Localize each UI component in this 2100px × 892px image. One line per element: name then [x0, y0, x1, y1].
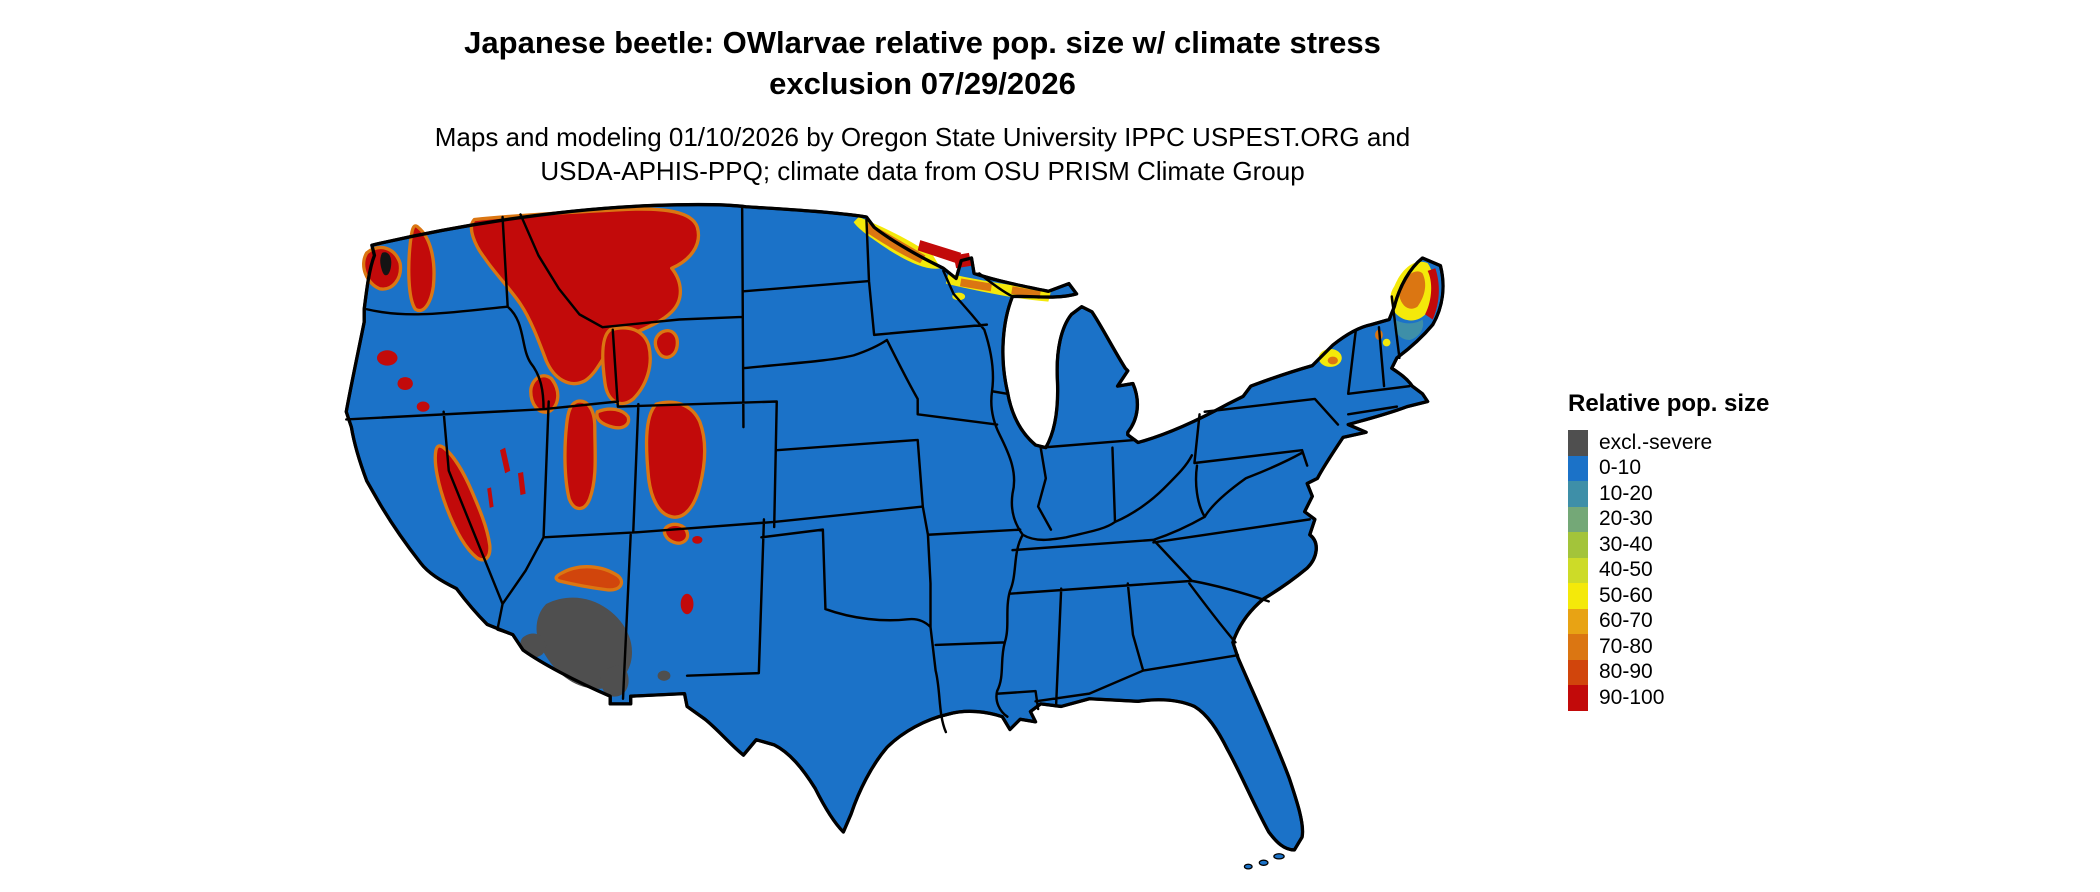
legend-swatch-40-50: [1568, 557, 1588, 583]
legend-item: 20-30: [1568, 506, 1769, 532]
legend-swatch-60-70: [1568, 608, 1588, 634]
legend-swatch-70-80: [1568, 634, 1588, 660]
legend-label: 40-50: [1599, 558, 1653, 582]
map-title-line1: Japanese beetle: OWlarvae relative pop. …: [464, 25, 1381, 60]
nevada-range-sliver-2: [517, 471, 526, 496]
maine-east-red: [1425, 268, 1439, 320]
legend-swatch-90-100: [1568, 685, 1588, 711]
legend-swatch-80-90: [1568, 659, 1588, 685]
legend-title: Relative pop. size: [1568, 390, 1770, 417]
uinta-red: [595, 407, 631, 430]
legend-label: 0-10: [1599, 456, 1642, 480]
mogollon-rim-band: [554, 565, 624, 592]
legend: Relative pop. size excl.-severe 0-10 10-…: [1568, 390, 1769, 711]
key-island: [1243, 863, 1253, 870]
legend-item: 70-80: [1568, 634, 1769, 660]
legend-label: 50-60: [1599, 583, 1653, 607]
legend-item: 60-70: [1568, 608, 1769, 634]
arizona-exclusion-blob: [536, 597, 633, 689]
legend-label: 30-40: [1599, 532, 1653, 556]
key-island: [1258, 859, 1269, 866]
southern-nm-red: [680, 593, 694, 615]
legend-label: 20-30: [1599, 507, 1653, 531]
legend-swatch-0-10: [1568, 455, 1588, 481]
us-outline: [344, 202, 1445, 852]
map-subtitle: Maps and modeling 01/10/2026 by Oregon S…: [0, 120, 1845, 188]
florida-keys: [1243, 853, 1285, 870]
legend-label: 10-20: [1599, 481, 1653, 505]
legend-swatch-10-20: [1568, 481, 1588, 507]
map-subtitle-line2: USDA-APHIS-PPQ; climate data from OSU PR…: [540, 156, 1305, 186]
legend-label: 60-70: [1599, 609, 1653, 633]
sw-oregon-red-1: [377, 350, 398, 366]
colorado-rockies-red: [644, 400, 707, 519]
legend-label: 70-80: [1599, 634, 1653, 658]
legend-label: 80-90: [1599, 660, 1653, 684]
southwest-nm-exclusion-blob: [600, 665, 629, 697]
legend-item: 40-50: [1568, 557, 1769, 583]
maine-teal-fringe: [1393, 319, 1424, 340]
legend-label: 90-100: [1599, 685, 1665, 709]
map-subtitle-line1: Maps and modeling 01/10/2026 by Oregon S…: [434, 122, 1411, 152]
map-header: Japanese beetle: OWlarvae relative pop. …: [0, 22, 1845, 188]
sw-oregon-red-2: [397, 377, 413, 390]
legend-item: 80-90: [1568, 659, 1769, 685]
legend-item: 30-40: [1568, 532, 1769, 558]
nm-exclusion-speck: [657, 670, 671, 681]
upper-peninsula-orange-1: [959, 278, 992, 292]
lake-superior-shore-red: [917, 240, 962, 264]
puget-sound-water: [380, 252, 392, 276]
nevada-range-sliver-3: [487, 487, 494, 508]
legend-item: 10-20: [1568, 481, 1769, 507]
vt-speck: [1382, 338, 1391, 347]
wasatch-red: [563, 399, 597, 511]
us-map-svg: [344, 202, 1445, 870]
legend-item: excl.-severe: [1568, 430, 1769, 456]
legend-swatch-excl-severe: [1568, 430, 1588, 456]
key-island: [1273, 853, 1285, 860]
nevada-range-sliver-1: [500, 447, 511, 474]
map-title-line2: exclusion 07/29/2026: [769, 66, 1076, 101]
legend-item: 0-10: [1568, 455, 1769, 481]
legend-label: excl.-severe: [1599, 430, 1713, 454]
northern-nm-red: [662, 522, 690, 545]
ne-california-red: [416, 401, 430, 412]
us-choropleth-map: [295, 198, 1525, 892]
state-borders: [345, 205, 1411, 734]
central-idaho-red: [529, 374, 560, 414]
legend-swatch-50-60: [1568, 583, 1588, 609]
nm-red-speck: [692, 536, 703, 544]
legend-swatch-30-40: [1568, 532, 1588, 558]
severe-exclusion-regions: [520, 597, 671, 697]
legend-item: 50-60: [1568, 583, 1769, 609]
bighorn-red: [653, 329, 679, 359]
legend-item: 90-100: [1568, 685, 1769, 711]
legend-swatch-20-30: [1568, 506, 1588, 532]
adirondack-orange: [1327, 356, 1338, 365]
